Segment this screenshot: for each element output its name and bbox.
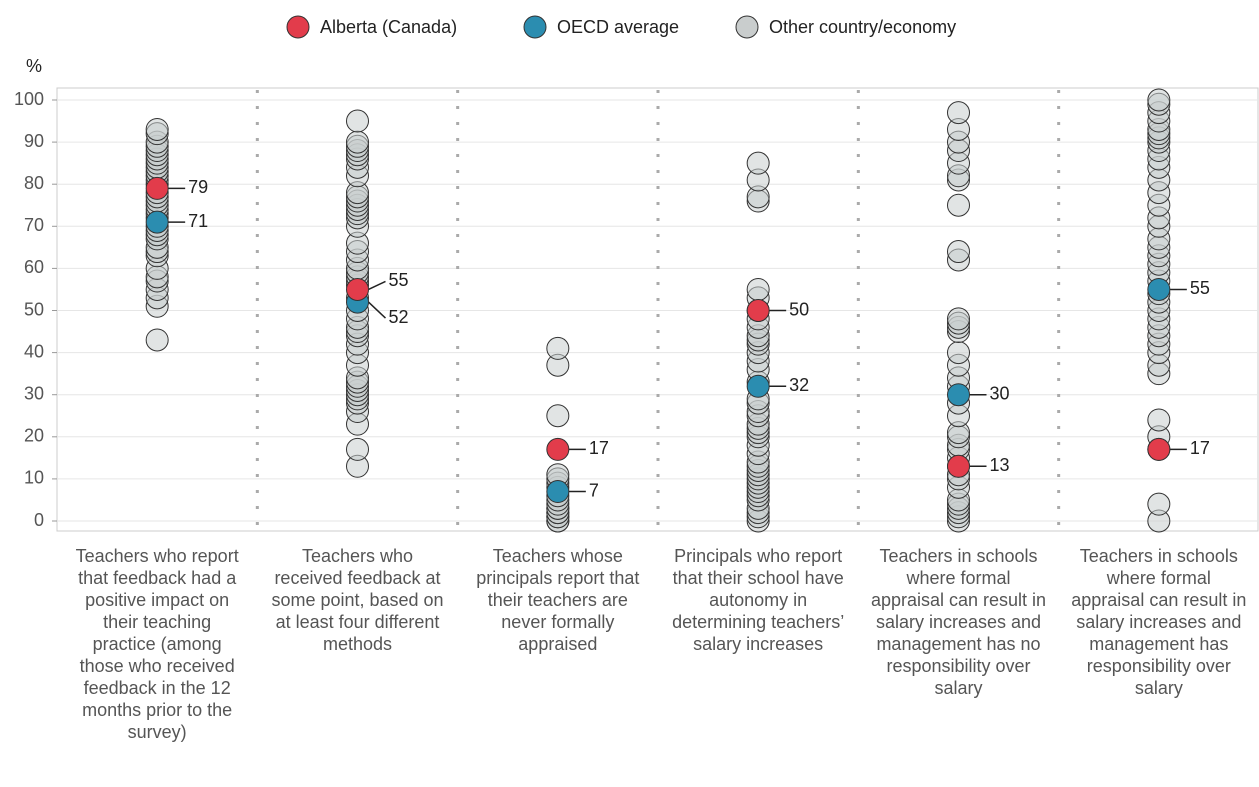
legend-label: Alberta (Canada) xyxy=(320,17,457,37)
dot xyxy=(746,374,770,398)
dot xyxy=(546,437,570,461)
y-tick-label: 50 xyxy=(24,299,44,319)
dot xyxy=(346,130,369,154)
dot xyxy=(145,210,169,234)
dot xyxy=(1147,492,1171,516)
x-tick-label: Teachers who received feedback at some p… xyxy=(271,546,444,654)
y-axis-label: % xyxy=(26,56,42,76)
dot xyxy=(947,341,970,365)
data-label: 17 xyxy=(589,438,609,458)
x-tick-label: Teachers in schools where formal apprais… xyxy=(1071,546,1247,698)
dot xyxy=(1147,408,1171,432)
y-tick-label: 40 xyxy=(24,341,44,361)
data-label: 30 xyxy=(990,383,1010,403)
data-label: 79 xyxy=(188,177,208,197)
data-label: 55 xyxy=(1190,278,1210,298)
dot xyxy=(1147,437,1171,461)
dot xyxy=(746,299,770,322)
x-tick-label: Teachers who report that feedback had a … xyxy=(75,546,239,742)
data-label: 32 xyxy=(789,375,809,395)
dot xyxy=(947,193,970,217)
dot xyxy=(947,101,970,125)
dot xyxy=(145,176,169,200)
data-label: 7 xyxy=(589,480,599,500)
data-label: 17 xyxy=(1190,438,1210,458)
dot xyxy=(1147,88,1171,112)
y-tick-label: 60 xyxy=(24,257,44,277)
legend-marker xyxy=(286,15,310,39)
data-label: 50 xyxy=(789,299,809,319)
dot xyxy=(947,240,970,264)
x-tick-label: Teachers in schools where formal apprais… xyxy=(870,546,1047,698)
data-label: 52 xyxy=(389,307,409,327)
dot xyxy=(346,109,369,133)
data-label: 13 xyxy=(990,455,1010,475)
dot xyxy=(346,277,369,301)
y-tick-label: 70 xyxy=(24,215,44,235)
legend-label: Other country/economy xyxy=(769,17,956,37)
x-tick-label: Principals who report that their school … xyxy=(672,546,845,654)
y-tick-label: 10 xyxy=(24,468,44,488)
y-tick-label: 80 xyxy=(24,173,44,193)
dot xyxy=(145,328,169,352)
y-tick-label: 90 xyxy=(24,131,44,151)
y-tick-label: 0 xyxy=(34,510,44,530)
dot xyxy=(546,480,570,504)
y-tick-label: 30 xyxy=(24,383,44,403)
dot xyxy=(746,277,770,301)
data-label: 55 xyxy=(389,270,409,290)
data-label: 71 xyxy=(188,211,208,231)
dot xyxy=(145,117,169,141)
legend-marker xyxy=(523,15,547,39)
dot xyxy=(947,454,970,478)
leader xyxy=(368,280,386,291)
legend-marker xyxy=(735,15,759,39)
dot xyxy=(546,336,570,360)
y-tick-label: 20 xyxy=(24,426,44,446)
dot xyxy=(546,404,570,428)
y-tick-label: 100 xyxy=(14,89,44,109)
dot xyxy=(947,383,970,407)
leader xyxy=(367,301,387,319)
dot xyxy=(746,151,770,175)
dot xyxy=(346,437,369,461)
plot-frame xyxy=(56,87,1259,532)
dot xyxy=(1147,277,1171,301)
dot xyxy=(947,307,970,331)
legend-label: OECD average xyxy=(557,17,679,37)
x-tick-label: Teachers whose principals report that th… xyxy=(476,546,640,654)
